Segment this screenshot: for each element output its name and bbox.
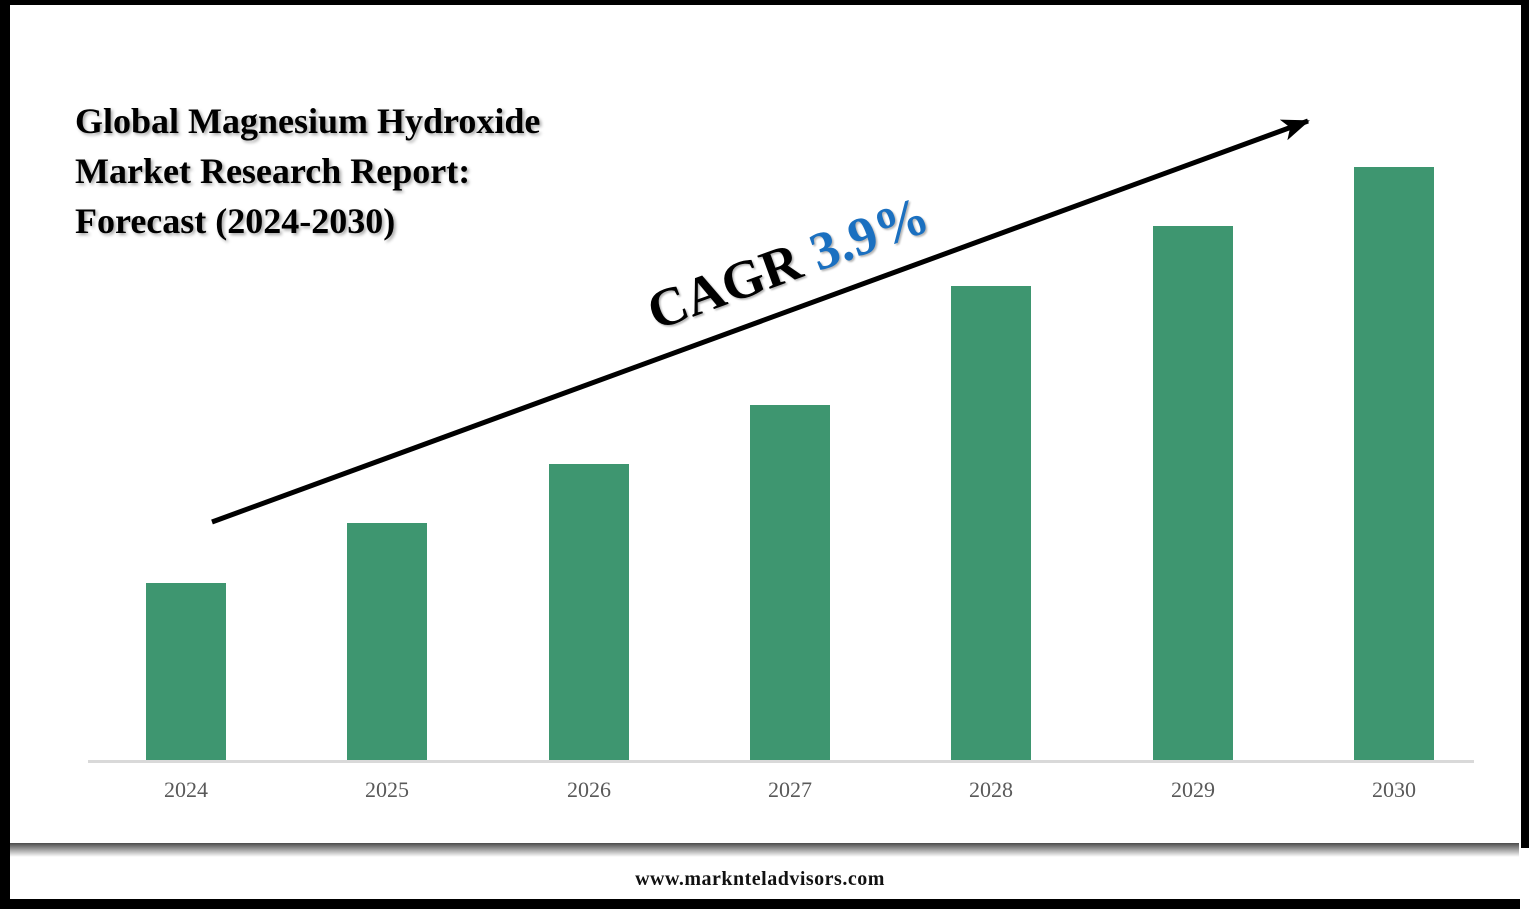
x-tick-label-2025: 2025 — [365, 777, 409, 802]
bar-2028 — [951, 286, 1031, 761]
bar-2026 — [549, 464, 629, 761]
x-tick-label-2026: 2026 — [567, 777, 611, 802]
x-tick-label-2028: 2028 — [969, 777, 1013, 802]
bar-2025 — [347, 523, 427, 761]
footer-divider-gradient — [10, 843, 1519, 857]
bar-2024 — [146, 583, 226, 761]
chart-title-line2: Market Research Report: — [75, 151, 471, 191]
chart-title-line1: Global Magnesium Hydroxide — [75, 101, 541, 141]
chart-title-line3: Forecast (2024-2030) — [75, 201, 396, 241]
footer-url: www.marknteladvisors.com — [635, 868, 885, 890]
x-tick-label-2024: 2024 — [164, 777, 208, 802]
slide-border-top — [0, 0, 1529, 5]
bar-2030 — [1354, 167, 1434, 761]
x-tick-label-2029: 2029 — [1171, 777, 1215, 802]
chart-title: Global Magnesium Hydroxide Market Resear… — [75, 96, 715, 246]
x-tick-label-2030: 2030 — [1372, 777, 1416, 802]
cagr-label: CAGR — [639, 230, 810, 342]
x-tick-label-2027: 2027 — [768, 777, 812, 802]
bar-2027 — [750, 405, 830, 761]
x-axis-line — [88, 760, 1474, 763]
slide-border-left — [0, 0, 10, 909]
bar-2029 — [1153, 226, 1233, 761]
slide-border-right — [1521, 0, 1529, 848]
cagr-value: 3.9% — [801, 184, 937, 283]
slide-border-bottom — [0, 899, 1520, 909]
